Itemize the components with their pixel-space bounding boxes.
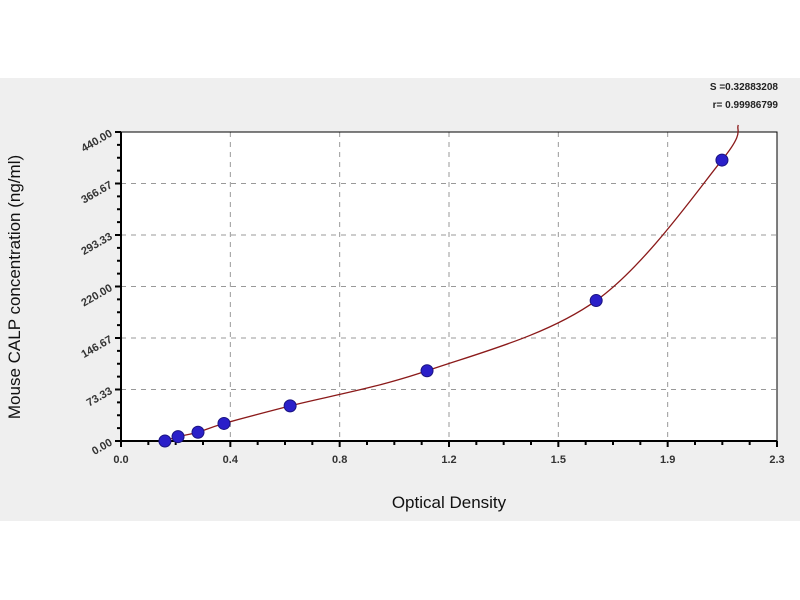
y-tick-label: 293.33 [79,231,114,258]
x-tick-label: 1.9 [660,454,675,466]
data-point [217,416,231,430]
y-tick-label: 366.67 [79,179,114,206]
data-point [158,434,172,448]
y-tick-label: 73.33 [85,385,115,409]
data-point [191,425,205,439]
y-tick-label: 146.67 [79,334,114,361]
y-axis-title: Mouse CALP concentration (ng/ml) [5,155,24,419]
data-point [171,430,185,444]
stat-r: r= 0.99986799 [713,100,779,111]
x-tick-label: 2.3 [769,454,784,466]
x-tick-label: 0.4 [223,454,239,466]
fit-curve [164,124,739,442]
y-tick-label: 440.00 [79,128,114,155]
stat-s: S =0.32883208 [710,82,779,93]
data-point [715,153,729,167]
data-point [283,399,297,413]
data-point [420,364,434,378]
data-point [589,294,603,308]
x-tick-label: 1.2 [441,454,456,466]
x-tick-label: 0.0 [113,454,128,466]
x-axis-title: Optical Density [392,493,507,512]
x-tick-label: 1.5 [551,454,566,466]
y-tick-label: 0.00 [90,437,115,458]
y-tick-label: 220.00 [79,282,114,309]
x-tick-label: 0.8 [332,454,347,466]
